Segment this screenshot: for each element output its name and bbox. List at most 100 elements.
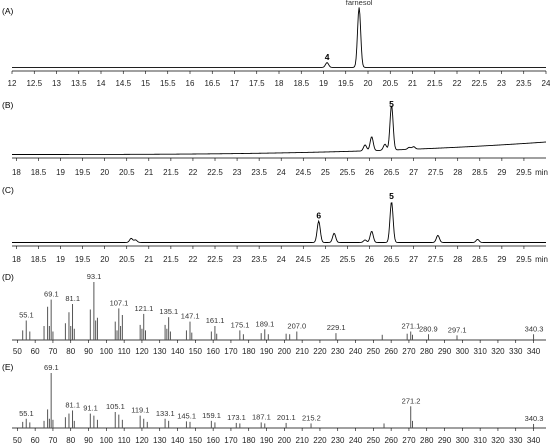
x-tick-label: 19.5 <box>338 79 354 88</box>
mz-label: 175.1 <box>231 320 250 329</box>
x-tick-label: 320 <box>491 347 505 356</box>
x-tick-label: 310 <box>473 347 487 356</box>
x-tick-label: 260 <box>384 436 398 445</box>
x-tick-label: 160 <box>206 347 220 356</box>
x-tick-label: 200 <box>278 436 292 445</box>
x-tick-label: 29 <box>497 168 506 177</box>
x-tick-label: 220 <box>313 347 327 356</box>
x-tick-label: 19.5 <box>75 168 91 177</box>
mz-label: 93.1 <box>87 272 102 281</box>
chromatogram-trace-a <box>12 7 546 68</box>
x-tick-label: 250 <box>367 347 381 356</box>
panel-label-d: (D) <box>2 272 14 282</box>
x-tick-label: 26.5 <box>384 168 400 177</box>
x-tick-label: 27.5 <box>428 168 444 177</box>
mz-label: 161.1 <box>206 316 225 325</box>
x-tick-label: 21.5 <box>163 255 179 264</box>
x-tick-label: 22 <box>188 168 197 177</box>
x-tick-label: 22 <box>188 255 197 264</box>
x-tick-label: 240 <box>349 436 363 445</box>
x-tick-label: 50 <box>13 347 22 356</box>
x-tick-label: 300 <box>456 347 470 356</box>
x-tick-label: 280 <box>420 347 434 356</box>
mz-label: 189.1 <box>256 319 275 328</box>
mz-label: 133.1 <box>156 409 175 418</box>
x-tick-label: 260 <box>384 347 398 356</box>
x-tick-label: 100 <box>100 436 114 445</box>
x-tick-label: 250 <box>367 436 381 445</box>
x-tick-label: 21.5 <box>163 168 179 177</box>
x-tick-label: 290 <box>438 436 452 445</box>
x-tick-label: 130 <box>153 436 167 445</box>
mz-label: 55.1 <box>19 311 34 320</box>
x-tick-label: 17 <box>230 79 239 88</box>
x-tick-label: 26 <box>365 168 374 177</box>
x-tick-label: 110 <box>118 347 131 356</box>
x-tick-label: 18 <box>12 168 21 177</box>
mz-label: 173.1 <box>227 413 246 422</box>
x-tick-label: 100 <box>100 347 114 356</box>
x-tick-label: 29 <box>497 255 506 264</box>
x-tick-label: 22.5 <box>207 168 223 177</box>
mz-label: 229.1 <box>327 323 346 332</box>
mz-label: 145.1 <box>177 411 196 420</box>
x-tick-label: 24 <box>277 255 286 264</box>
x-tick-label: 18.5 <box>31 168 47 177</box>
x-tick-label: 170 <box>224 436 238 445</box>
mz-label: 340.3 <box>525 324 544 333</box>
x-tick-label: 210 <box>295 436 309 445</box>
x-tick-label: 28.5 <box>472 255 488 264</box>
chromatogram-trace-c <box>12 202 546 243</box>
chromatogram-trace-b <box>12 105 547 155</box>
x-tick-label: 270 <box>402 436 416 445</box>
x-tick-label: 300 <box>456 436 470 445</box>
x-tick-label: 18.5 <box>293 79 309 88</box>
x-tick-label: 25 <box>321 168 330 177</box>
x-tick-label: 18.5 <box>31 255 47 264</box>
mz-label: 69.1 <box>44 290 59 299</box>
mz-label: 159.1 <box>202 411 221 420</box>
peak-annotation: 6 <box>316 211 321 221</box>
peak-annotation: 4 <box>325 52 330 62</box>
x-tick-label: 230 <box>331 436 345 445</box>
x-tick-label: 240 <box>349 347 363 356</box>
x-tick-label: 27 <box>409 168 418 177</box>
x-tick-label: 150 <box>189 436 203 445</box>
x-tick-label: 16 <box>186 79 195 88</box>
x-tick-label: 24.5 <box>295 168 311 177</box>
x-tick-label: 27 <box>409 255 418 264</box>
x-tick-label: 150 <box>189 347 203 356</box>
x-tick-label: 270 <box>402 347 416 356</box>
x-tick-label: 13.5 <box>71 79 87 88</box>
mz-label: 105.1 <box>106 402 125 411</box>
x-tick-label: 200 <box>278 347 292 356</box>
x-tick-label: 24.5 <box>295 255 311 264</box>
x-tick-label: 60 <box>31 347 40 356</box>
x-tick-label: 24 <box>277 168 286 177</box>
x-tick-label: 15.5 <box>160 79 176 88</box>
x-tick-label: 28 <box>453 168 462 177</box>
x-tick-label: 23 <box>233 168 242 177</box>
x-tick-label: 21 <box>144 168 153 177</box>
x-tick-label: 26 <box>365 255 374 264</box>
x-tick-label: 17.5 <box>249 79 265 88</box>
x-tick-label: 23.5 <box>251 255 267 264</box>
x-tick-label: 180 <box>242 436 256 445</box>
x-tick-label: 80 <box>66 436 75 445</box>
x-tick-label: 24 <box>542 79 550 88</box>
x-tick-label: 190 <box>260 436 274 445</box>
x-tick-label: 80 <box>66 347 75 356</box>
x-unit-label: min <box>535 255 548 264</box>
x-tick-label: 19 <box>319 79 328 88</box>
x-tick-label: 20 <box>364 79 373 88</box>
x-tick-label: 50 <box>13 436 22 445</box>
x-tick-label: 12.5 <box>26 79 42 88</box>
x-tick-label: 22.5 <box>207 255 223 264</box>
mz-label: 280.9 <box>419 324 438 333</box>
x-tick-label: 120 <box>135 436 149 445</box>
x-tick-label: 29.5 <box>516 255 532 264</box>
panel-label-e: (E) <box>2 362 14 372</box>
x-tick-label: 26.5 <box>384 255 400 264</box>
x-tick-label: 21.5 <box>427 79 443 88</box>
